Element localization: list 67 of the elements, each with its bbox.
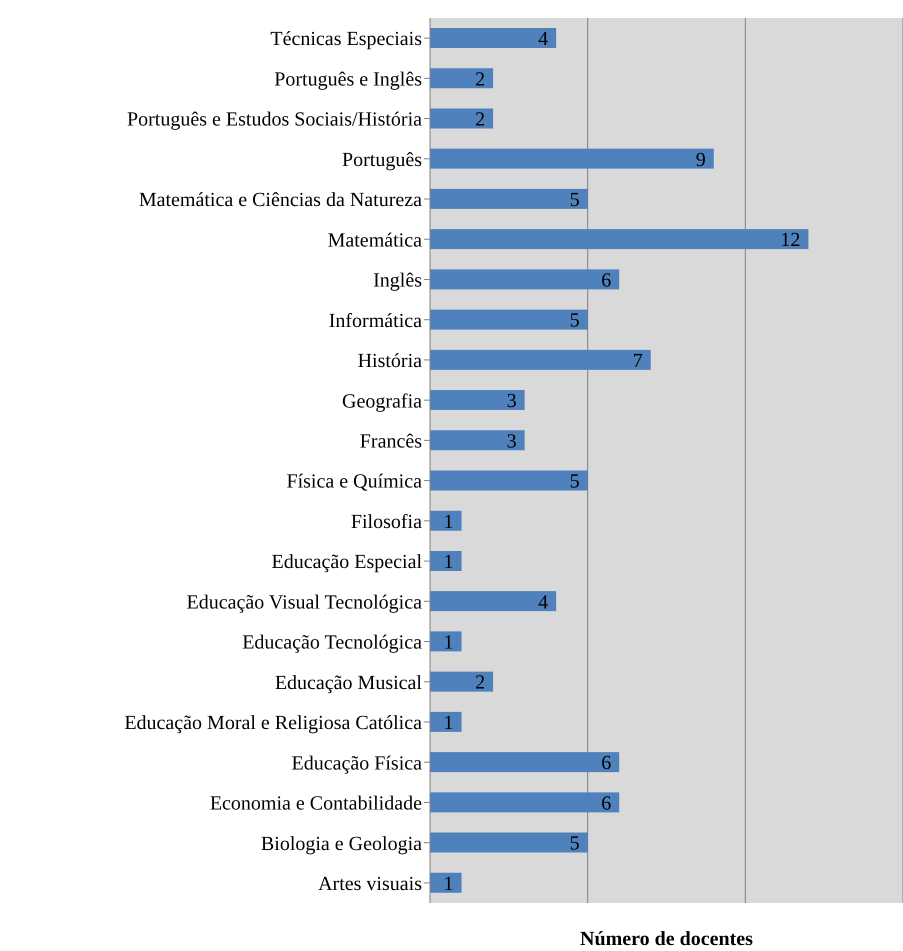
y-tick-label: Educação Especial (272, 551, 422, 574)
data-label: 1 (444, 510, 454, 533)
bar (430, 269, 620, 290)
y-tick-label: Matemática e Ciências da Natureza (138, 189, 422, 212)
bar (430, 350, 651, 370)
bar (430, 510, 462, 531)
data-label: 1 (444, 712, 454, 734)
data-label: 1 (444, 632, 454, 654)
x-axis-title: Número de docentes (579, 928, 754, 951)
bar (430, 550, 462, 571)
data-label: 5 (570, 310, 580, 332)
y-tick-label: Informática (328, 310, 422, 332)
y-tick-label: Biologia e Geologia (260, 832, 422, 855)
y-tick-label: Física e Química (286, 470, 422, 493)
bar (430, 188, 588, 209)
bar (430, 712, 462, 732)
data-label: 1 (444, 872, 454, 895)
y-tick-label: Português (342, 148, 422, 171)
y-tick-label: Geografia (342, 390, 422, 412)
data-label: 4 (538, 28, 548, 50)
y-tick-label: Português e Estudos Sociais/História (127, 108, 422, 131)
data-label: 6 (601, 792, 612, 814)
y-tick-label: História (358, 350, 422, 372)
data-label: 5 (570, 832, 580, 855)
data-label: 7 (632, 350, 643, 372)
y-tick-label: Português e Inglês (274, 68, 422, 90)
data-label: 9 (696, 148, 706, 171)
bar (430, 148, 714, 169)
y-tick-label: Educação Física (292, 752, 422, 774)
bar (430, 631, 462, 652)
bar (430, 390, 525, 410)
data-label: 4 (538, 591, 548, 614)
y-tick-label: Economia e Contabilidade (210, 792, 422, 815)
y-tick-label: Matemática (328, 229, 422, 252)
data-label: 12 (780, 229, 800, 252)
y-tick-label: Educação Musical (274, 672, 422, 694)
y-tick-label: Educação Moral e Religiosa Católica (124, 712, 422, 734)
bar (430, 28, 556, 48)
data-label: 3 (506, 390, 517, 412)
bar (430, 310, 588, 330)
bar (430, 872, 462, 893)
y-tick-label: Educação Visual Tecnológica (186, 591, 422, 614)
bar (430, 68, 494, 88)
data-label: 2 (475, 108, 486, 131)
bar (430, 430, 525, 450)
data-label: 6 (601, 269, 612, 292)
bar (430, 108, 494, 128)
bar (430, 229, 808, 250)
bar (430, 832, 588, 853)
bar (430, 752, 620, 772)
y-tick-label: Artes visuais (318, 872, 422, 895)
data-label: 6 (601, 752, 612, 774)
y-tick-label: Francês (360, 430, 422, 452)
y-tick-label: Inglês (373, 270, 422, 292)
y-tick-label: Técnicas Especiais (270, 28, 422, 50)
y-tick-label: Filosofia (350, 510, 422, 533)
data-label: 5 (570, 470, 580, 493)
data-label: 3 (506, 430, 517, 452)
data-label: 2 (475, 68, 486, 90)
y-tick-label: Educação Tecnológica (242, 632, 422, 654)
data-label: 1 (444, 551, 454, 574)
data-label: 5 (570, 189, 580, 212)
bar (430, 792, 620, 812)
bar (430, 470, 588, 490)
data-label: 2 (475, 672, 486, 694)
bar (430, 672, 494, 692)
bar (430, 591, 556, 612)
